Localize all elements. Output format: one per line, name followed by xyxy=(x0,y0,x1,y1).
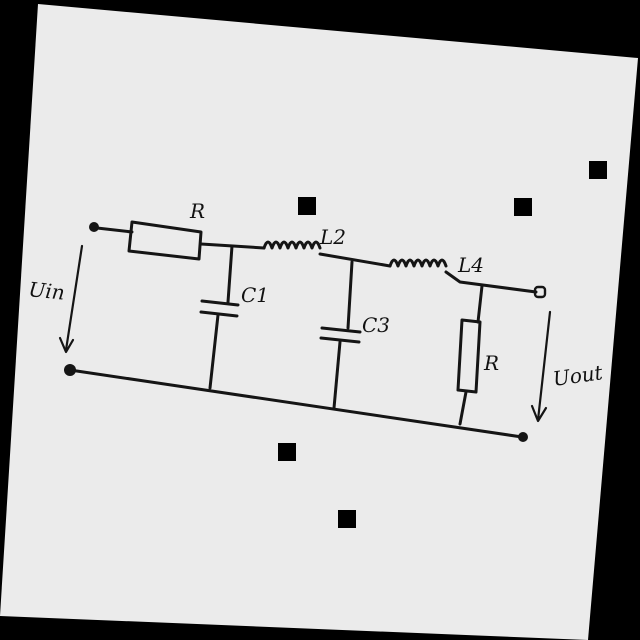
scan-artifact xyxy=(278,443,296,461)
scan-artifact xyxy=(338,510,356,528)
scan-artifact xyxy=(298,197,316,215)
c3-plate-bottom xyxy=(319,336,361,344)
output-terminal-bottom xyxy=(518,432,528,442)
label-load-resistor: R xyxy=(483,351,499,375)
uin-arrow-head xyxy=(58,336,75,354)
scan-artifact xyxy=(589,161,607,179)
label-series-resistor: R xyxy=(189,199,205,223)
c1-lead-bottom xyxy=(208,313,220,390)
load-resistor-lead-bottom xyxy=(458,390,468,426)
uout-arrow xyxy=(536,310,552,422)
load-resistor-lead-top xyxy=(476,284,484,324)
inductor-l2 xyxy=(262,240,322,250)
scan-artifact xyxy=(514,198,532,216)
wire-input-top xyxy=(95,226,134,234)
uout-arrow-head xyxy=(530,404,548,423)
label-capacitor-c1: C1 xyxy=(241,283,269,307)
label-inductor-l4: L4 xyxy=(457,253,484,277)
c3-lead-bottom xyxy=(332,340,342,410)
input-terminal-top xyxy=(89,222,99,232)
label-capacitor-c3: C3 xyxy=(362,313,390,337)
wire-output-top xyxy=(444,270,538,294)
label-uin: Uin xyxy=(27,277,65,305)
uin-arrow xyxy=(64,244,84,352)
c3-lead-top xyxy=(346,260,354,330)
output-terminal-top xyxy=(533,285,547,299)
c1-plate-top xyxy=(200,299,240,307)
series-resistor xyxy=(127,220,203,261)
paper-sheet xyxy=(0,4,638,640)
c3-plate-top xyxy=(320,326,362,334)
bottom-rail xyxy=(68,368,524,439)
c1-lead-top xyxy=(226,244,234,304)
wire-node-c3 xyxy=(318,252,392,268)
inductor-l4 xyxy=(388,258,448,268)
load-resistor xyxy=(456,318,482,394)
label-inductor-l2: L2 xyxy=(319,225,346,249)
